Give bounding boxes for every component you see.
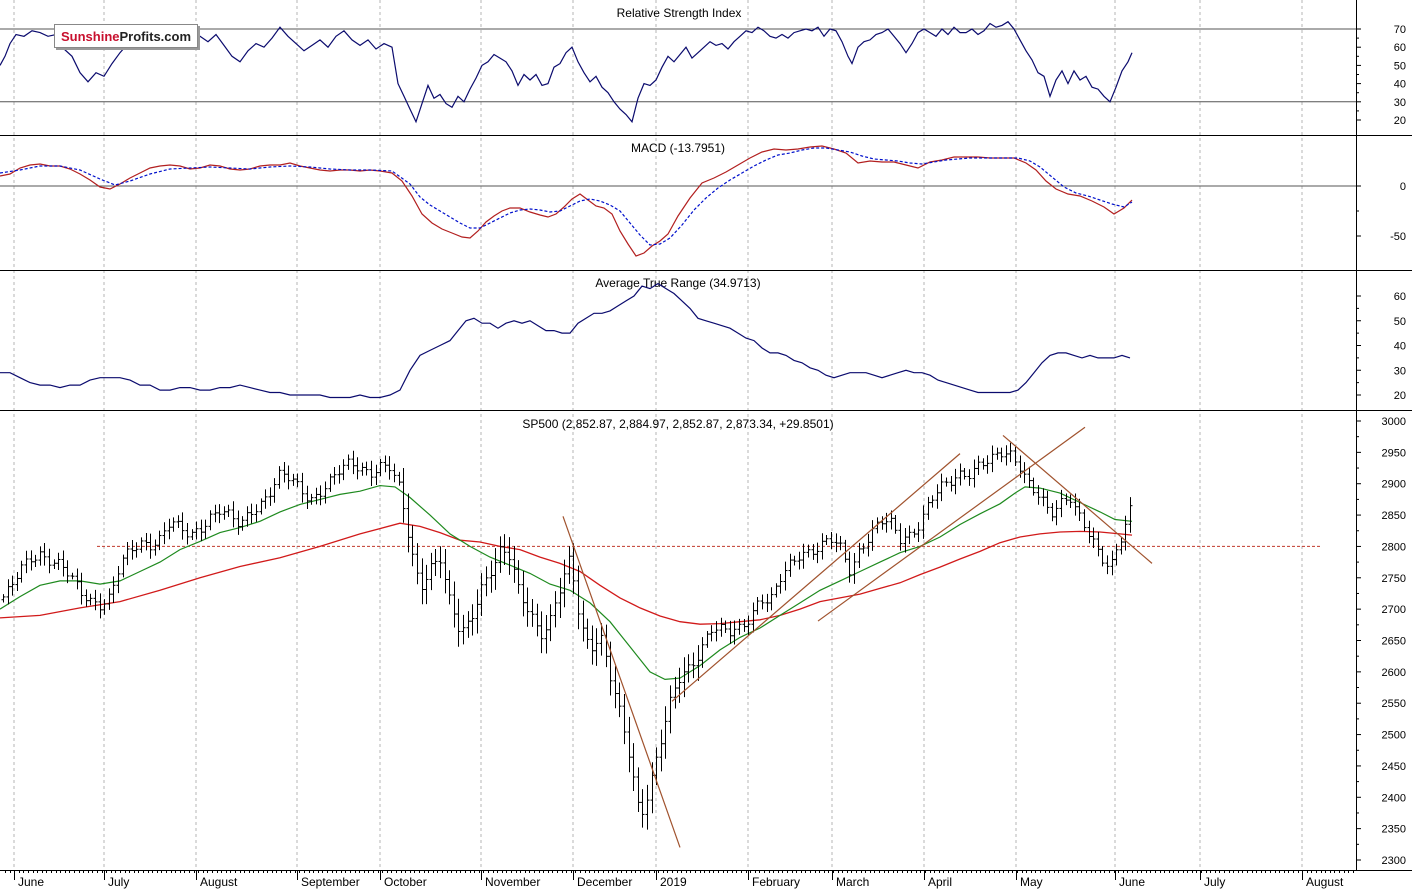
y-tick-label: 2300 xyxy=(1382,855,1406,867)
x-tick-label-12: June xyxy=(1119,875,1145,889)
y-tick-label: -50 xyxy=(1390,231,1406,243)
y-tick-label: 50 xyxy=(1394,316,1406,328)
price-panel: SP500 (2,852.87, 2,884.97, 2,852.87, 2,8… xyxy=(0,410,1412,871)
x-axis: June July August September October November De… xyxy=(0,870,1356,889)
y-tick-label: 60 xyxy=(1394,42,1406,54)
x-tick-label-13: July xyxy=(1204,875,1225,889)
x-tick-label-3: September xyxy=(301,875,360,889)
price-title: SP500 (2,852.87, 2,884.97, 2,852.87, 2,8… xyxy=(522,417,833,431)
rsi-panel: Relative Strength Index 20 30 40 50 60 70 xyxy=(0,0,1412,136)
atr-panel: Average True Range (34.9713) 20 30 40 50 60 xyxy=(0,270,1412,411)
trendline-3 xyxy=(1002,434,1153,564)
x-tick-label-4: October xyxy=(384,875,427,889)
y-tick-label: 2800 xyxy=(1382,541,1406,553)
y-tick-label: 0 xyxy=(1400,181,1406,193)
rsi-line xyxy=(0,20,1133,124)
y-tick-label: 2350 xyxy=(1382,824,1406,836)
sunshine-profits-logo: Sunshine Profits.com xyxy=(54,24,199,48)
x-tick-label-6: December xyxy=(577,875,632,889)
x-tick-label-1: July xyxy=(108,875,129,889)
y-tick-label: 2950 xyxy=(1382,447,1406,459)
x-tick-label-10: April xyxy=(928,875,952,889)
x-tick-label-7: 2019 xyxy=(660,875,687,889)
y-tick-label: 2650 xyxy=(1382,636,1406,648)
x-tick-label-9: March xyxy=(836,875,869,889)
y-tick-label: 20 xyxy=(1394,115,1406,127)
y-tick-label: 30 xyxy=(1394,365,1406,377)
y-tick-label: 60 xyxy=(1394,291,1406,303)
trendline-1 xyxy=(671,453,961,702)
x-tick-label-11: May xyxy=(1020,875,1043,889)
y-tick-label: 50 xyxy=(1394,60,1406,72)
atr-line xyxy=(0,282,1131,399)
y-tick-label: 70 xyxy=(1394,24,1406,36)
macd-title: MACD (-13.7951) xyxy=(631,141,725,155)
x-tick-label-14: August xyxy=(1306,875,1344,889)
y-tick-label: 2700 xyxy=(1382,604,1406,616)
macd-line xyxy=(0,145,1133,257)
y-tick-label: 20 xyxy=(1394,390,1406,402)
y-tick-label: 2750 xyxy=(1382,573,1406,585)
y-tick-label: 2850 xyxy=(1382,510,1406,522)
logo-part2: Profits.com xyxy=(119,28,192,44)
logo-part1: Sunshine xyxy=(61,28,120,44)
atr-title: Average True Range (34.9713) xyxy=(595,276,760,290)
ohlc-bars xyxy=(1,442,1133,830)
y-tick-label: 2500 xyxy=(1382,730,1406,742)
y-tick-label: 3000 xyxy=(1382,416,1406,428)
y-tick-label: 40 xyxy=(1394,341,1406,353)
rsi-title: Relative Strength Index xyxy=(617,6,742,20)
y-tick-label: 2450 xyxy=(1382,761,1406,773)
ma50-line xyxy=(0,522,1133,625)
x-tick-label-0: June xyxy=(18,875,44,889)
x-tick-label-2: August xyxy=(200,875,238,889)
macd-signal-line xyxy=(0,147,1133,246)
macd-panel: MACD (-13.7951) -50 0 xyxy=(0,135,1412,271)
y-tick-label: 2550 xyxy=(1382,698,1406,710)
ma20-line xyxy=(0,484,1133,681)
x-tick-label-5: November xyxy=(485,875,540,889)
y-tick-label: 2400 xyxy=(1382,792,1406,804)
x-tick-label-8: February xyxy=(752,875,800,889)
trendline-2 xyxy=(817,426,1086,622)
y-tick-label: 2600 xyxy=(1382,667,1406,679)
y-tick-label: 40 xyxy=(1394,79,1406,91)
y-tick-label: 2900 xyxy=(1382,479,1406,491)
trendline-0 xyxy=(562,516,681,848)
y-tick-label: 30 xyxy=(1394,97,1406,109)
vertical-gridlines xyxy=(13,0,1303,870)
